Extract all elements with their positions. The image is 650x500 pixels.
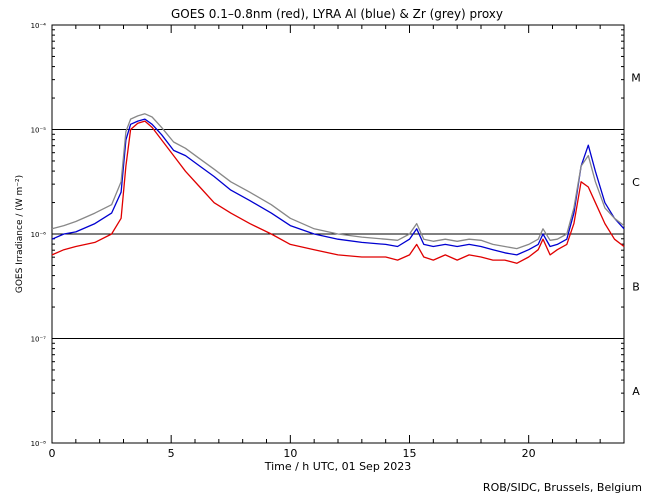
credit-text: ROB/SIDC, Brussels, Belgium bbox=[482, 481, 642, 494]
y-axis-label: GOES Irradiance / (W m⁻²) bbox=[15, 175, 25, 293]
x-tick-label: 5 bbox=[168, 447, 175, 460]
series-line-lyra-zr-proxy bbox=[51, 113, 625, 250]
flare-class-labels: A B C M bbox=[631, 71, 641, 398]
x-tick-label: 20 bbox=[522, 447, 536, 460]
chart-title: GOES 0.1–0.8nm (red), LYRA Al (blue) & Z… bbox=[171, 7, 503, 21]
x-tick-label: 0 bbox=[49, 447, 56, 460]
series-line-goes-0-1-0-8nm bbox=[51, 120, 625, 264]
y-tick-label: 10⁻⁵ bbox=[31, 127, 47, 135]
x-tick-label: 15 bbox=[403, 447, 417, 460]
series-line-lyra-al-proxy bbox=[51, 118, 625, 256]
data-series bbox=[51, 113, 625, 264]
y-tick-label: 10⁻⁶ bbox=[31, 231, 47, 239]
y-tick-label: 10⁻⁴ bbox=[31, 22, 47, 30]
x-tick-label: 10 bbox=[283, 447, 297, 460]
flare-class-label: M bbox=[631, 71, 641, 84]
flare-class-label: A bbox=[632, 385, 640, 398]
flare-class-label: C bbox=[632, 176, 640, 189]
y-tick-label: 10⁻⁸ bbox=[31, 440, 47, 448]
flare-class-label: B bbox=[632, 280, 640, 293]
y-tick-label: 10⁻⁷ bbox=[31, 336, 47, 344]
x-axis-label: Time / h UTC, 01 Sep 2023 bbox=[264, 460, 412, 473]
axis-ticks: 0 5 10 15 20 10⁻⁸ 10⁻⁷ 10⁻⁶ 10⁻⁵ 10⁻⁴ bbox=[31, 22, 624, 460]
